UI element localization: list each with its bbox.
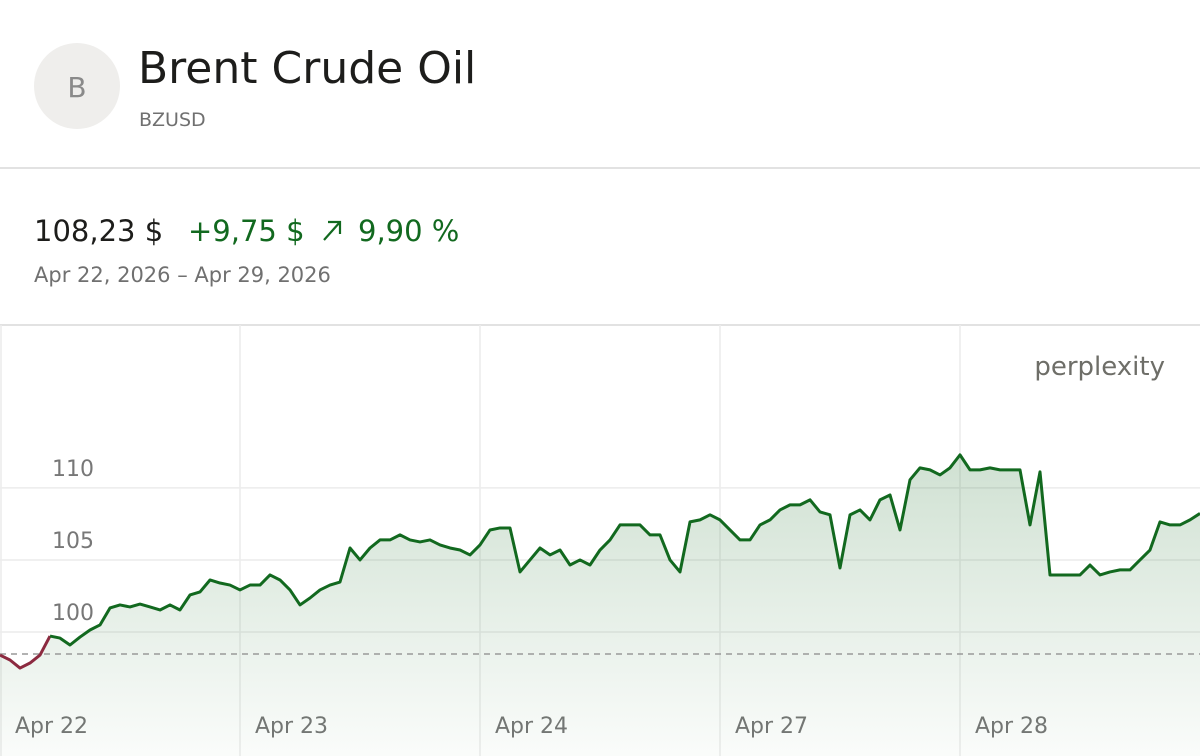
chart: Apr 22Apr 23Apr 24Apr 27Apr 28100105110: [0, 325, 1200, 756]
up-arrow-icon: [323, 220, 342, 241]
y-tick-label: 100: [52, 601, 94, 626]
ticker: BZUSD: [139, 109, 206, 131]
date-range: Apr 22, 2026 – Apr 29, 2026: [34, 263, 331, 287]
price-line: [49, 453, 1200, 647]
area: [0, 454, 1200, 756]
change-percent: 9,90 %: [358, 214, 459, 248]
price: 108,23 $: [34, 214, 163, 248]
price-line: [0, 635, 52, 670]
change: +9,75 $: [188, 214, 305, 248]
avatar-letter: B: [67, 71, 86, 104]
title: Brent Crude Oil: [138, 43, 476, 94]
watermark: perplexity: [1034, 352, 1165, 382]
y-tick-label: 105: [52, 529, 94, 554]
y-tick-label: 110: [52, 457, 94, 482]
avatar: [34, 43, 120, 129]
